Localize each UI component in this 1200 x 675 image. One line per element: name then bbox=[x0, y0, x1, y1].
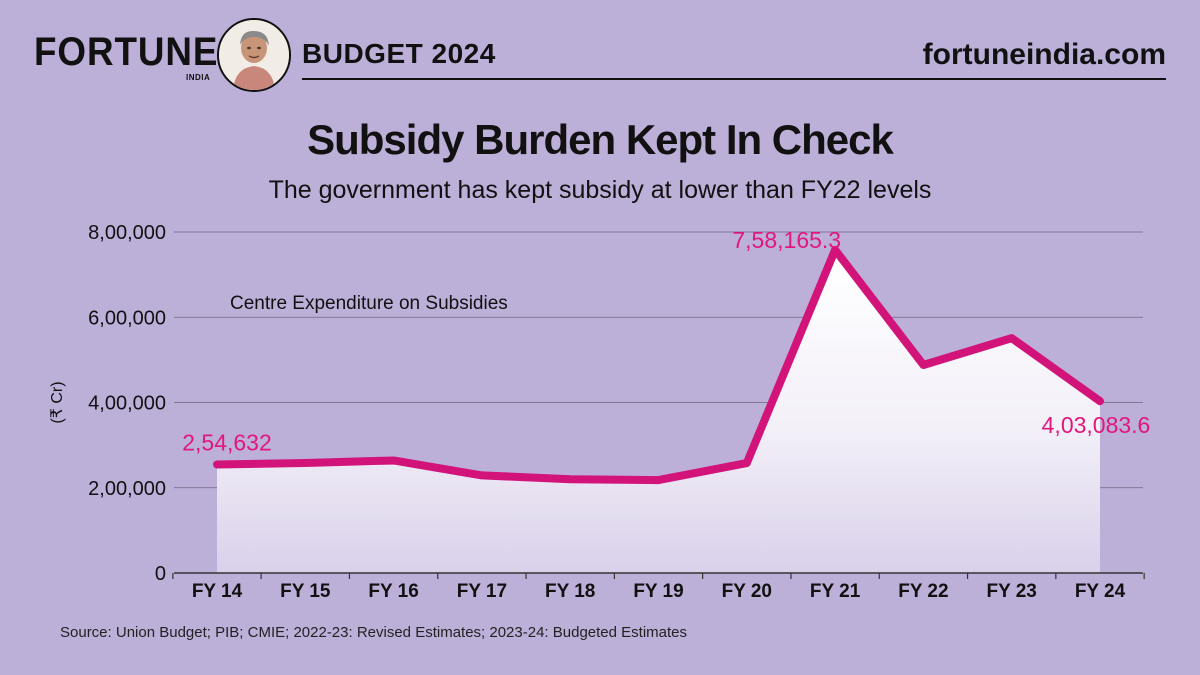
y-tick-label: 6,00,000 bbox=[88, 307, 166, 329]
x-ticks bbox=[172, 573, 1145, 579]
data-label: 2,54,632 bbox=[182, 429, 272, 455]
y-tick-label: 0 bbox=[155, 563, 166, 585]
y-tick-labels: 0 2,00,000 4,00,000 6,00,000 8,00,000 bbox=[88, 222, 166, 585]
y-tick-label: 4,00,000 bbox=[88, 393, 166, 415]
x-category-label: FY 24 bbox=[1075, 581, 1126, 602]
x-category-label: FY 18 bbox=[545, 581, 595, 602]
x-category-label: FY 20 bbox=[722, 581, 772, 602]
site-link[interactable]: fortuneindia.com bbox=[922, 38, 1166, 71]
x-category-label: FY 16 bbox=[368, 581, 418, 602]
x-category-label: FY 22 bbox=[898, 581, 948, 602]
area-fill bbox=[217, 249, 1100, 574]
brand-sub: INDIA bbox=[186, 73, 211, 82]
y-tick-label: 8,00,000 bbox=[88, 222, 166, 244]
x-category-labels: FY 14 FY 15 FY 16 FY 17 FY 18 FY 19 FY 20 FY 21… bbox=[192, 581, 1126, 602]
x-category-label: FY 19 bbox=[633, 581, 683, 602]
edition-title: BUDGET 2024 bbox=[302, 38, 496, 69]
avatar bbox=[217, 18, 291, 92]
portrait-icon bbox=[219, 20, 289, 90]
series-line bbox=[213, 245, 1104, 485]
data-label: 4,03,083.6 bbox=[1042, 412, 1151, 438]
brand-logo[interactable]: FORTUNE bbox=[34, 30, 219, 74]
chart-subtitle: The government has kept subsidy at lower… bbox=[268, 176, 932, 204]
header-divider bbox=[302, 78, 1166, 80]
series-label: Centre Expenditure on Subsidies bbox=[230, 293, 508, 314]
x-category-label: FY 15 bbox=[280, 581, 331, 602]
y-axis-label: (₹ Cr) bbox=[49, 381, 66, 423]
y-tick-label: 2,00,000 bbox=[88, 478, 166, 500]
x-category-label: FY 14 bbox=[192, 581, 243, 602]
data-label: 7,58,165.3 bbox=[732, 227, 841, 253]
source-note: Source: Union Budget; PIB; CMIE; 2022-23… bbox=[60, 624, 688, 641]
x-category-label: FY 23 bbox=[987, 581, 1037, 602]
x-category-label: FY 21 bbox=[810, 581, 861, 602]
x-category-label: FY 17 bbox=[457, 581, 507, 602]
header: FORTUNE INDIA BUDGET 2024 fortuneindia.c… bbox=[34, 18, 1166, 92]
data-labels: 2,54,632 7,58,165.3 4,03,083.6 bbox=[182, 227, 1150, 456]
chart-title: Subsidy Burden Kept In Check bbox=[307, 116, 894, 163]
